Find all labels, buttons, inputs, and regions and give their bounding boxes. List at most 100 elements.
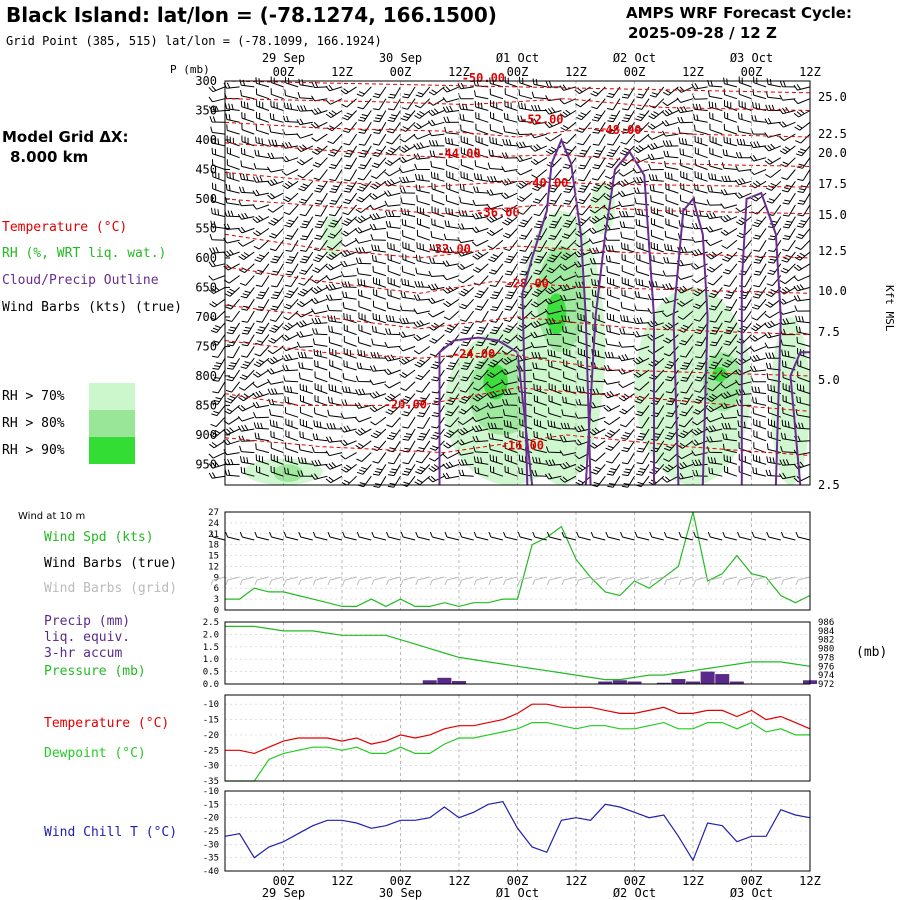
- wind-barb: [388, 464, 401, 477]
- pressure-tick: 800: [195, 369, 217, 383]
- wind-barb: [431, 218, 445, 229]
- wind-barb: [384, 169, 401, 177]
- wind-barb: [340, 239, 357, 247]
- wind-barb: [516, 322, 533, 331]
- wind-barb: [706, 263, 723, 273]
- wind-barb: [267, 368, 284, 375]
- wind-barb: [705, 226, 723, 233]
- top-hour-label: 12Z: [565, 65, 587, 79]
- pressure-tick: 350: [195, 103, 217, 117]
- wind-barb: [533, 263, 548, 275]
- wind-barb: [226, 159, 240, 170]
- wind-barb: [487, 162, 503, 170]
- pressure-y-tick: 972: [818, 680, 834, 690]
- wind-barb: [238, 251, 255, 261]
- wind-barb: [547, 420, 562, 430]
- wind-barb: [737, 125, 752, 135]
- wind-barb: [489, 275, 504, 287]
- wind-barb: [239, 275, 255, 286]
- rh90-swatch: [89, 437, 135, 464]
- wind-barb: [358, 133, 372, 146]
- wind-barb: [563, 371, 577, 383]
- wind-barb: [487, 239, 504, 250]
- wind-barb: [460, 369, 475, 382]
- wind-barb: [267, 356, 284, 365]
- wind-barb: [299, 394, 313, 406]
- wind-barb: [429, 244, 445, 253]
- wind-barb: [297, 351, 313, 359]
- wind-barb: [782, 216, 796, 229]
- wind-barb: [503, 322, 518, 334]
- wind-barb: [401, 98, 416, 110]
- pressure-tick: 500: [195, 192, 217, 206]
- wind-barb: [723, 334, 738, 346]
- wind-barb: [341, 281, 357, 288]
- wind-barb: [253, 162, 269, 170]
- wind-barb: [621, 242, 635, 253]
- wind-barb: [472, 251, 489, 260]
- wind-barb: [518, 216, 533, 228]
- wind-barb: [724, 322, 738, 335]
- wind-barb: [749, 345, 767, 352]
- panel-frame-wind: [224, 511, 811, 611]
- wind-barb: [326, 251, 343, 261]
- wind-barb: [413, 320, 430, 328]
- wind-barb: [487, 422, 503, 430]
- wind-barb: [618, 169, 635, 177]
- wind-barb: [621, 289, 635, 300]
- wind-barb: [369, 404, 387, 413]
- wind-barb: [533, 395, 547, 406]
- grid-wind-barb: [590, 576, 606, 586]
- wind-barb: [416, 393, 431, 405]
- wind-barb: [680, 393, 694, 405]
- wind-barb: [781, 349, 796, 359]
- grid-wind-barb: [517, 576, 533, 586]
- wind-barb: [384, 393, 401, 402]
- wind-barb: [327, 314, 343, 324]
- wind-barb: [283, 204, 299, 215]
- wind-barb: [650, 229, 664, 241]
- wind-barb: [471, 424, 489, 433]
- wind-barb: [722, 149, 737, 159]
- wind-barb: [752, 228, 767, 240]
- wind-barb: [311, 317, 328, 325]
- wind-barb: [446, 357, 460, 370]
- wind-barb: [753, 251, 767, 264]
- wind-barb: [751, 114, 767, 123]
- grid-wind-barb: [283, 576, 299, 586]
- wind-barb: [313, 169, 328, 181]
- wind-barb: [486, 402, 504, 409]
- wind-barb: [341, 216, 357, 226]
- wind-barb: [227, 334, 241, 347]
- wind-barb: [385, 145, 401, 156]
- wind-barb: [662, 310, 679, 318]
- wind-barb: [635, 416, 650, 429]
- grid-wind-barb: [298, 576, 313, 586]
- wind-barb: [607, 300, 621, 312]
- wind-barb: [312, 157, 328, 168]
- top-date-label: 29 Sep: [262, 51, 305, 65]
- grid-point-subtitle: Grid Point (385, 515) lat/lon = (-78.109…: [6, 34, 382, 48]
- wind-barb: [533, 251, 548, 264]
- wind-barb: [310, 297, 328, 305]
- wind-barb: [559, 109, 577, 118]
- pressure-tick: 600: [195, 251, 217, 265]
- wind-barb: [782, 239, 796, 252]
- wind-barb: [457, 249, 474, 257]
- wind-barb: [662, 130, 679, 137]
- precip-y-tick: 1.5: [203, 643, 219, 653]
- temperature-contour: [224, 98, 811, 111]
- wind-barb: [311, 145, 328, 155]
- wind-barb: [720, 227, 738, 236]
- temperature-label: -20.00: [384, 397, 427, 411]
- surface-wind-barb: [327, 531, 343, 541]
- temperature-label: -32.00: [428, 242, 471, 256]
- wind-barb: [458, 405, 474, 415]
- precip-bar: [656, 682, 671, 684]
- wind-barb: [327, 409, 343, 418]
- rh90-label: RH > 90%: [2, 443, 65, 458]
- wind-barb: [357, 278, 372, 288]
- wind-barb: [458, 103, 474, 111]
- wind-barb: [793, 109, 811, 118]
- wind-barb: [238, 435, 255, 442]
